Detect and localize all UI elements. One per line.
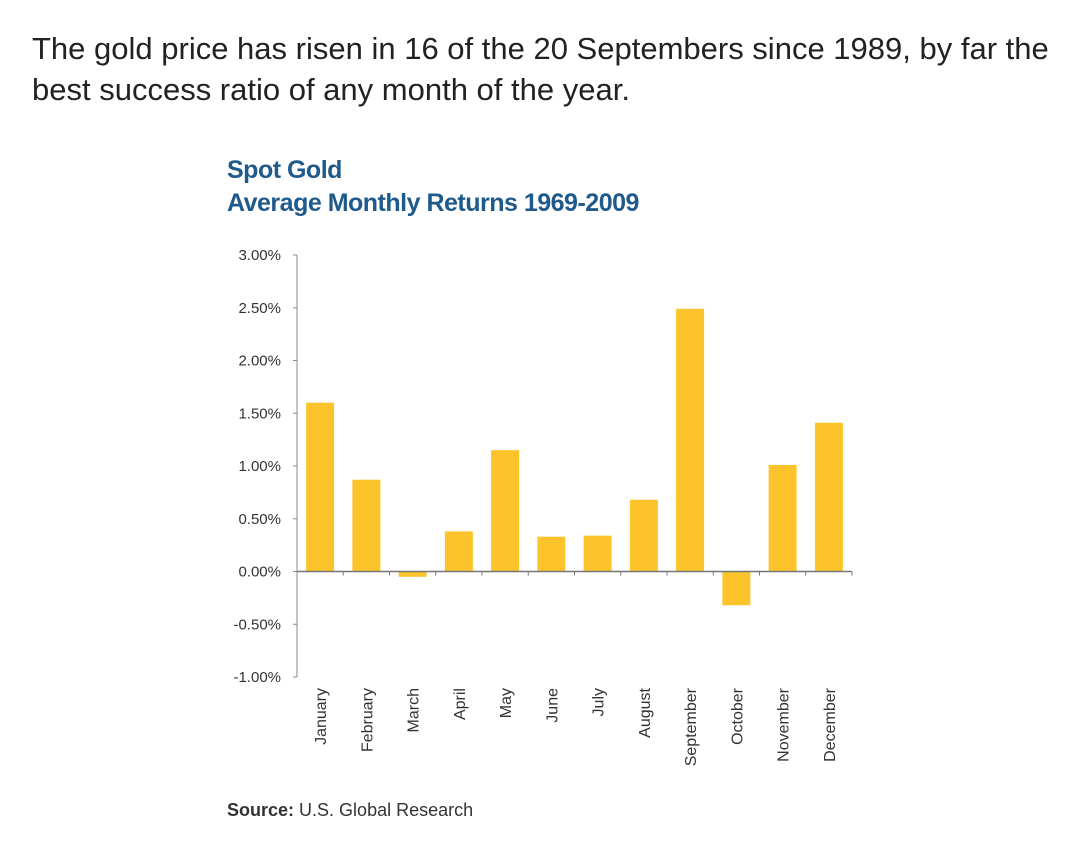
source-note: Source: U.S. Global Research — [227, 800, 473, 821]
chart-subtitle: Average Monthly Returns 1969-2009 — [227, 189, 639, 217]
y-tick-label: -0.50% — [233, 616, 281, 633]
x-axis-labels: January February March April May June July Augu… — [313, 687, 839, 766]
bar-february — [352, 479, 381, 572]
x-tick-label: September — [683, 687, 700, 766]
bar-june — [537, 536, 566, 572]
bar-september — [676, 308, 705, 572]
y-tick-label: 2.00% — [238, 353, 281, 370]
bar-august — [629, 499, 658, 572]
bar-july — [583, 535, 612, 572]
source-label: Source: — [227, 800, 295, 820]
chart-title: Spot Gold — [227, 156, 342, 184]
x-tick-label: November — [776, 687, 793, 761]
article-caption: The gold price has risen in 16 of the 20… — [32, 31, 1049, 107]
x-tick-label: February — [359, 688, 376, 752]
x-tick-label: August — [637, 687, 654, 737]
bars — [306, 308, 843, 606]
zero-axis — [297, 570, 853, 576]
bar-march — [398, 571, 427, 577]
y-tick-label: 2.50% — [238, 300, 281, 317]
chart-title-block: Spot Gold Average Monthly Returns 1969-2… — [227, 154, 639, 220]
y-tick-label: 0.50% — [238, 511, 281, 528]
x-tick-label: June — [544, 688, 561, 723]
x-tick-label: January — [313, 688, 330, 745]
x-tick-label: December — [822, 687, 839, 761]
bar-january — [306, 402, 335, 572]
x-tick-label: March — [406, 688, 423, 732]
x-tick-label: July — [591, 688, 608, 716]
y-tick-label: 1.00% — [238, 458, 281, 475]
y-tick-label: -1.00% — [233, 669, 281, 686]
bar-april — [444, 531, 473, 572]
x-tick-label: May — [498, 688, 515, 718]
bar-october — [722, 571, 751, 606]
bar-december — [814, 422, 843, 572]
y-tick-label: 0.00% — [238, 564, 281, 581]
y-tick-label: 3.00% — [238, 247, 281, 264]
source-text: U.S. Global Research — [299, 800, 474, 820]
x-tick-label: October — [729, 687, 746, 745]
bar-may — [491, 450, 520, 572]
x-tick-label: April — [452, 688, 469, 720]
bar-november — [768, 464, 797, 572]
y-axis: 3.00% 2.50% 2.00% 1.50% 1.00% 0.50% 0.00% -0.50… — [233, 247, 298, 686]
y-tick-label: 1.50% — [238, 405, 281, 422]
